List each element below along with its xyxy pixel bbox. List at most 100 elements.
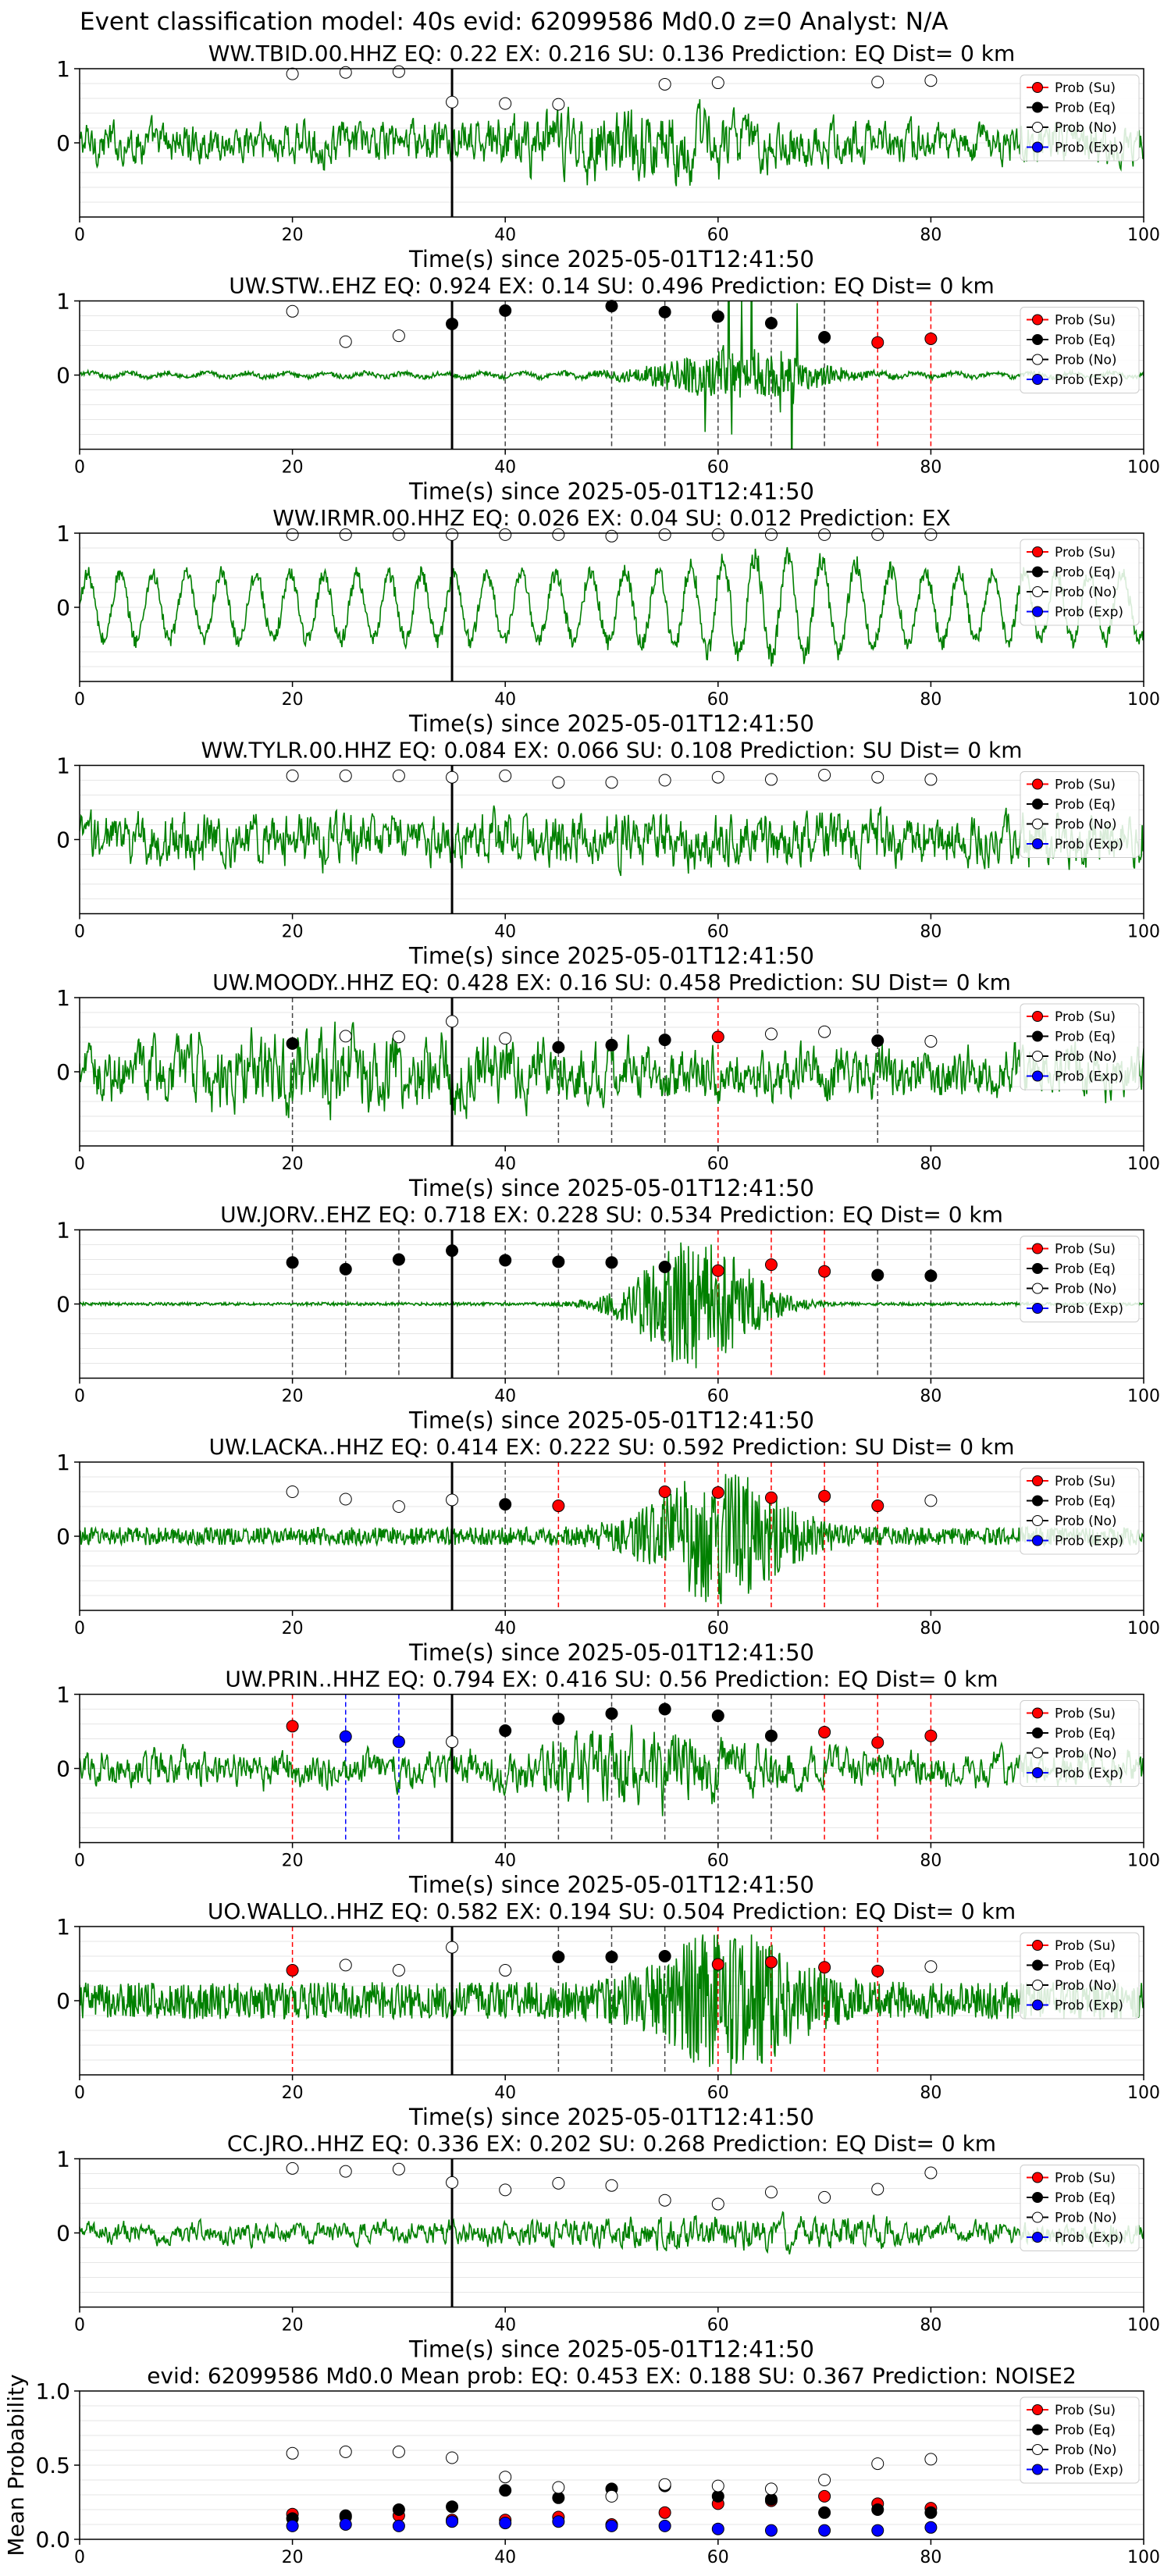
prob-point-su	[871, 336, 884, 349]
legend-marker-eq	[1032, 2424, 1043, 2435]
x-tick-label: 80	[920, 923, 941, 942]
legend-label: Prob (No)	[1055, 1282, 1117, 1297]
legend-label: Prob (Eq)	[1055, 797, 1116, 813]
legend-label: Prob (Eq)	[1055, 101, 1116, 116]
legend-marker-exp	[1032, 141, 1043, 153]
x-axis-label: Time(s) since 2025-05-01T12:41:50	[408, 246, 814, 272]
x-tick-label: 20	[282, 1619, 304, 1638]
mean-point-exp	[711, 2522, 724, 2535]
waveform-trace	[80, 1724, 1144, 1816]
legend-marker-no	[1032, 1051, 1043, 1062]
legend-label: Prob (Su)	[1055, 80, 1116, 96]
y-axis-label: Mean Probability	[3, 2374, 29, 2556]
prob-point-eq	[605, 300, 618, 313]
prob-point-eq	[339, 1262, 352, 1276]
x-tick-label: 80	[920, 2548, 941, 2567]
y-tick-label: 0	[56, 1524, 70, 1550]
prob-point-no	[446, 1735, 459, 1749]
legend-marker-exp	[1032, 1303, 1043, 1314]
prob-point-no	[658, 774, 671, 787]
legend: Prob (Su) Prob (Eq) Prob (No) Prob (Exp)	[1020, 2165, 1140, 2251]
legend-label: Prob (Su)	[1055, 1706, 1116, 1722]
prob-point-no	[392, 1964, 405, 1977]
x-tick-label: 60	[707, 2548, 729, 2567]
waveform-trace	[80, 99, 1144, 187]
waveform-trace	[80, 2211, 1144, 2255]
prob-point-eq	[605, 1950, 618, 1963]
prob-point-su	[764, 1955, 778, 1969]
prob-point-no	[605, 529, 618, 543]
y-tick-label: 1	[56, 1218, 70, 1244]
legend-marker-eq	[1032, 799, 1043, 809]
x-tick-label: 100	[1127, 226, 1160, 245]
legend-marker-no	[1032, 1747, 1043, 1759]
legend-label: Prob (Eq)	[1055, 1959, 1116, 1974]
x-tick-label: 0	[74, 923, 85, 942]
x-tick-label: 40	[494, 1619, 516, 1638]
prob-point-eq	[924, 1269, 938, 1283]
x-tick-label: 100	[1127, 690, 1160, 710]
legend-marker-no	[1032, 1980, 1043, 1991]
prob-point-exp	[392, 1735, 405, 1749]
legend-box	[1020, 1932, 1140, 2019]
prob-point-no	[658, 77, 671, 91]
x-tick-label: 0	[74, 1852, 85, 1871]
legend-marker-eq	[1032, 1030, 1043, 1042]
y-tick-label: 1	[56, 1914, 70, 1940]
prob-point-no	[286, 769, 299, 782]
legend-marker-no	[1032, 354, 1043, 365]
prob-point-su	[871, 1965, 884, 1977]
prob-point-eq	[711, 310, 724, 323]
panel-title: UO.WALLO..HHZ EQ: 0.582 EX: 0.194 SU: 0.…	[208, 1898, 1016, 1924]
legend-label: Prob (Eq)	[1055, 333, 1116, 348]
waveform-trace	[80, 1021, 1144, 1121]
legend-label: Prob (No)	[1055, 585, 1117, 600]
legend-label: Prob (Exp)	[1055, 2230, 1123, 2246]
prob-point-eq	[552, 1255, 565, 1268]
plot-area	[80, 301, 1144, 450]
legend: Prob (Su) Prob (Eq) Prob (No) Prob (Exp)	[1020, 1468, 1140, 1555]
mean-point-no	[605, 2489, 618, 2503]
prob-point-su	[711, 1264, 724, 1277]
plot-area	[80, 1229, 1144, 1379]
legend-marker-eq	[1032, 101, 1043, 113]
prob-point-no	[924, 74, 938, 87]
waveform-trace	[80, 1474, 1144, 1604]
x-tick-label: 80	[920, 1387, 941, 1407]
mean-point-no	[446, 2451, 459, 2464]
prob-point-no	[499, 769, 512, 782]
mean-point-exp	[871, 2524, 884, 2537]
legend-marker-exp	[1032, 1999, 1043, 2011]
x-tick-label: 100	[1127, 458, 1160, 478]
x-tick-label: 0	[74, 2548, 85, 2567]
prob-point-exp	[339, 1730, 352, 1743]
legend-marker-su	[1032, 1940, 1043, 1951]
legend-label: Prob (Eq)	[1055, 1261, 1116, 1277]
legend-marker-eq	[1032, 1263, 1043, 1274]
x-tick-label: 60	[707, 2316, 729, 2336]
mean-point-eq	[818, 2506, 831, 2519]
prob-point-eq	[605, 1256, 618, 1269]
legend-label: Prob (Exp)	[1055, 1301, 1123, 1317]
x-axis-label: Time(s) since 2025-05-01T12:41:50	[408, 2336, 814, 2363]
prob-point-su	[818, 1961, 831, 1974]
legend-box	[1020, 1003, 1140, 1091]
prob-point-eq	[499, 1724, 512, 1738]
prob-point-no	[446, 95, 459, 109]
legend-label: Prob (Su)	[1055, 313, 1116, 329]
prob-point-no	[605, 776, 618, 789]
prob-point-no	[871, 76, 884, 89]
panel-0: WW.TBID.00.HHZ EQ: 0.22 EX: 0.216 SU: 0.…	[56, 41, 1160, 272]
prob-point-su	[818, 1725, 831, 1738]
prob-point-no	[499, 1032, 512, 1045]
legend-label: Prob (Exp)	[1055, 605, 1123, 621]
prob-point-eq	[552, 1950, 565, 1963]
legend-label: Prob (Su)	[1055, 777, 1116, 793]
prob-point-eq	[286, 1256, 299, 1269]
legend-label: Prob (Exp)	[1055, 837, 1123, 852]
panel-8: UO.WALLO..HHZ EQ: 0.582 EX: 0.194 SU: 0.…	[56, 1898, 1160, 2130]
legend-label: Prob (No)	[1055, 1049, 1117, 1065]
x-tick-label: 40	[494, 923, 516, 942]
mean-point-eq	[446, 2500, 459, 2514]
prob-point-no	[924, 528, 938, 541]
